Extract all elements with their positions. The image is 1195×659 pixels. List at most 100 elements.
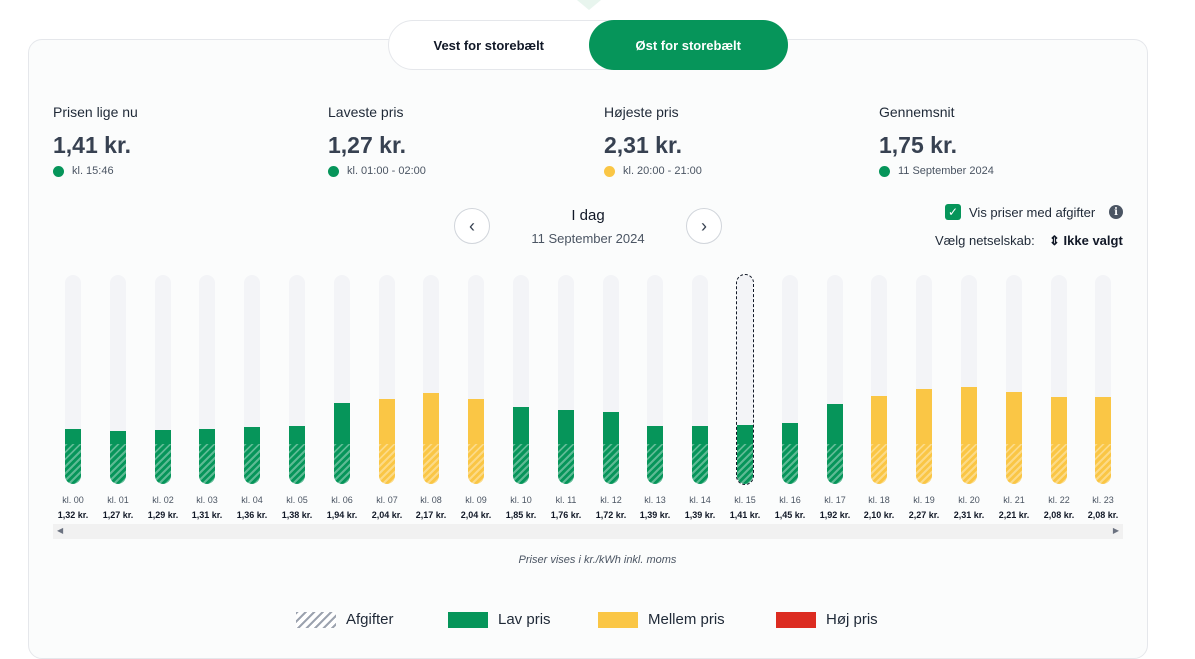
bar xyxy=(1006,392,1022,484)
bar-column[interactable]: kl. 02 1,29 kr. xyxy=(143,270,183,520)
bar xyxy=(65,429,81,484)
price-label: 1,39 kr. xyxy=(639,510,671,520)
bar-column[interactable]: kl. 04 1,36 kr. xyxy=(232,270,272,520)
bar-track xyxy=(558,275,574,484)
bar-column[interactable]: kl. 13 1,39 kr. xyxy=(635,270,675,520)
x-tick-label: kl. 20 xyxy=(958,495,980,505)
high-swatch-icon xyxy=(776,611,816,628)
x-tick-label: kl. 21 xyxy=(1003,495,1025,505)
price-label: 2,27 kr. xyxy=(908,510,940,520)
bar-column[interactable]: kl. 03 1,31 kr. xyxy=(187,270,227,520)
bar-column[interactable]: kl. 20 2,31 kr. xyxy=(949,270,989,520)
bar xyxy=(244,427,260,484)
netco-select[interactable]: ⇕ Ikke valgt xyxy=(1049,233,1123,249)
show-tax-label: Vis priser med afgifter xyxy=(969,205,1096,220)
price-label: 1,36 kr. xyxy=(236,510,268,520)
price-note: Priser vises i kr./kWh inkl. moms xyxy=(518,554,677,566)
legend-label: Høj pris xyxy=(826,611,878,628)
bar xyxy=(603,412,619,484)
bar-track xyxy=(603,275,619,484)
stat-label: Gennemsnit xyxy=(879,104,955,120)
tax-hatch xyxy=(603,444,619,484)
bar-column[interactable]: kl. 00 1,32 kr. xyxy=(53,270,93,520)
x-tick-label: kl. 23 xyxy=(1092,495,1114,505)
bar-column[interactable]: kl. 01 1,27 kr. xyxy=(98,270,138,520)
bar-track xyxy=(65,275,81,484)
prev-day-button[interactable]: ‹ xyxy=(454,208,490,244)
bar-track xyxy=(110,275,126,484)
tax-hatch xyxy=(737,444,753,484)
bar-column[interactable]: kl. 10 1,85 kr. xyxy=(501,270,541,520)
bar-column[interactable]: kl. 19 2,27 kr. xyxy=(904,270,944,520)
tax-hatch xyxy=(199,444,215,484)
next-day-button[interactable]: › xyxy=(686,208,722,244)
x-tick-label: kl. 11 xyxy=(555,495,577,505)
bar-column[interactable]: kl. 12 1,72 kr. xyxy=(591,270,631,520)
bar-column[interactable]: kl. 11 1,76 kr. xyxy=(546,270,586,520)
legend-taxes: Afgifter xyxy=(296,611,394,628)
bar-track xyxy=(334,275,350,484)
bar-column[interactable]: kl. 07 2,04 kr. xyxy=(367,270,407,520)
price-label: 2,21 kr. xyxy=(998,510,1030,520)
price-label: 1,39 kr. xyxy=(684,510,716,520)
bar-track xyxy=(736,274,754,485)
bar xyxy=(558,410,574,484)
price-label: 1,76 kr. xyxy=(550,510,582,520)
stat-label: Laveste pris xyxy=(328,104,404,120)
bar-column[interactable]: kl. 08 2,17 kr. xyxy=(411,270,451,520)
x-tick-label: kl. 04 xyxy=(241,495,263,505)
price-label: 1,45 kr. xyxy=(774,510,806,520)
bar-column[interactable]: kl. 09 2,04 kr. xyxy=(456,270,496,520)
bar-column[interactable]: kl. 18 2,10 kr. xyxy=(859,270,899,520)
show-tax-checkbox[interactable]: ✓ xyxy=(945,204,961,220)
bar-column[interactable]: kl. 23 2,08 kr. xyxy=(1083,270,1123,520)
bar xyxy=(199,429,215,484)
tax-hatch xyxy=(334,444,350,484)
bar xyxy=(110,431,126,484)
stat-lowest: Laveste pris 1,27 kr. kl. 01:00 - 02:00 xyxy=(328,104,568,177)
tax-hatch xyxy=(916,444,932,484)
bar xyxy=(647,426,663,484)
bar-column[interactable]: kl. 05 1,38 kr. xyxy=(277,270,317,520)
chevron-right-icon: › xyxy=(701,215,707,236)
tax-hatch xyxy=(827,444,843,484)
bar-column[interactable]: kl. 16 1,45 kr. xyxy=(770,270,810,520)
bar-column[interactable]: kl. 15 1,41 kr. xyxy=(725,270,765,520)
sort-arrows-icon: ⇕ xyxy=(1049,233,1060,248)
bar-column[interactable]: kl. 21 2,21 kr. xyxy=(994,270,1034,520)
stat-value: 1,27 kr. xyxy=(328,132,407,158)
bar-column[interactable]: kl. 22 2,08 kr. xyxy=(1039,270,1079,520)
bar-track xyxy=(244,275,260,484)
bar-column[interactable]: kl. 14 1,39 kr. xyxy=(680,270,720,520)
scroll-left-icon[interactable]: ◀ xyxy=(57,526,64,535)
x-tick-label: kl. 06 xyxy=(331,495,353,505)
bar-track xyxy=(1051,275,1067,484)
bar-track xyxy=(692,275,708,484)
tax-hatch xyxy=(1095,444,1111,484)
status-dot-icon xyxy=(328,165,339,177)
tab-east[interactable]: Øst for storebælt xyxy=(588,20,788,70)
x-tick-label: kl. 17 xyxy=(824,495,846,505)
tab-pointer xyxy=(577,0,601,10)
x-tick-label: kl. 18 xyxy=(868,495,890,505)
bar-track xyxy=(513,275,529,484)
stat-value: 1,41 kr. xyxy=(53,132,132,158)
tab-west[interactable]: Vest for storebælt xyxy=(433,37,545,53)
info-icon[interactable]: i xyxy=(1109,205,1123,219)
chart-scrollbar[interactable]: ◀ ▶ xyxy=(53,524,1123,539)
bar xyxy=(961,387,977,484)
x-tick-label: kl. 00 xyxy=(62,495,84,505)
bar-track xyxy=(468,275,484,484)
bar-track xyxy=(647,275,663,484)
stat-value: 2,31 kr. xyxy=(604,132,683,158)
x-tick-label: kl. 10 xyxy=(510,495,532,505)
bar-track xyxy=(827,275,843,484)
bar-column[interactable]: kl. 17 1,92 kr. xyxy=(815,270,855,520)
scroll-right-icon[interactable]: ▶ xyxy=(1112,526,1119,535)
bar-column[interactable]: kl. 06 1,94 kr. xyxy=(322,270,362,520)
stat-sub: kl. 01:00 - 02:00 xyxy=(347,165,426,177)
price-label: 1,31 kr. xyxy=(191,510,223,520)
tax-hatch xyxy=(423,444,439,484)
bar xyxy=(871,396,887,484)
bar xyxy=(782,423,798,484)
